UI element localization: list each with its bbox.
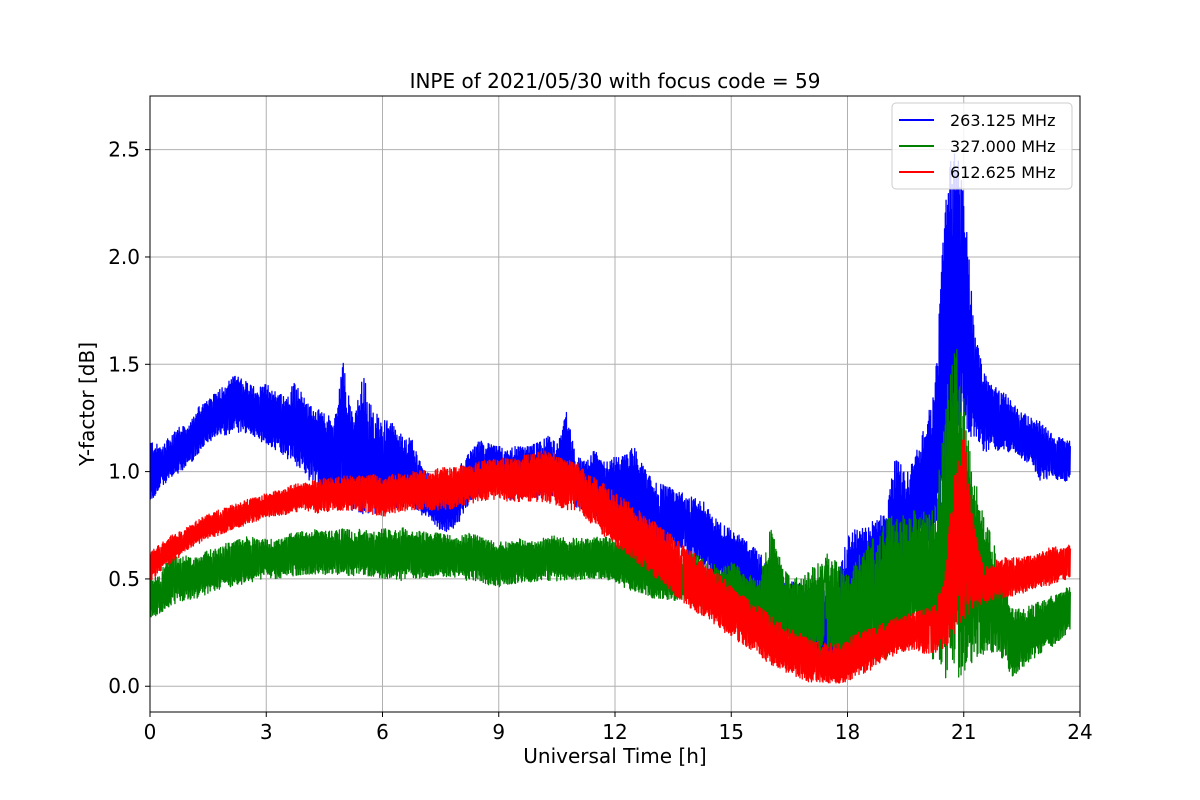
legend-label: 612.625 MHz — [950, 163, 1055, 182]
y-tick-label: 2.5 — [108, 138, 140, 162]
x-axis-label: Universal Time [h] — [523, 744, 706, 768]
series-line-3 — [150, 430, 1071, 684]
y-tick-label: 0.0 — [108, 674, 140, 698]
x-tick-label: 24 — [1067, 720, 1092, 744]
x-tick-label: 6 — [376, 720, 389, 744]
ticks: 0 3 6 9 12 15 18 21 24 0.0 0.5 1.0 1.5 2.0 2.5 — [108, 138, 1093, 744]
y-tick-label: 0.5 — [108, 567, 140, 591]
x-tick-label: 15 — [719, 720, 744, 744]
y-tick-label: 1.0 — [108, 460, 140, 484]
x-tick-label: 18 — [835, 720, 860, 744]
series-line-1 — [150, 153, 1071, 680]
y-axis-label: Y-factor [dB] — [75, 342, 99, 467]
x-tick-label: 21 — [951, 720, 976, 744]
x-tick-label: 3 — [260, 720, 273, 744]
x-tick-label: 12 — [602, 720, 627, 744]
chart-title: INPE of 2021/05/30 with focus code = 59 — [410, 69, 821, 93]
series-layer — [150, 153, 1071, 684]
y-tick-label: 1.5 — [108, 352, 140, 376]
series-line-2 — [150, 348, 1071, 679]
legend-label: 327.000 MHz — [950, 137, 1055, 156]
legend-box — [891, 102, 1073, 190]
y-tick-label: 2.0 — [108, 245, 140, 269]
legend: 263.125 MHz 327.000 MHz 612.625 MHz — [891, 102, 1073, 190]
x-tick-label: 0 — [144, 720, 157, 744]
x-tick-label: 9 — [492, 720, 505, 744]
legend-label: 263.125 MHz — [950, 111, 1055, 130]
